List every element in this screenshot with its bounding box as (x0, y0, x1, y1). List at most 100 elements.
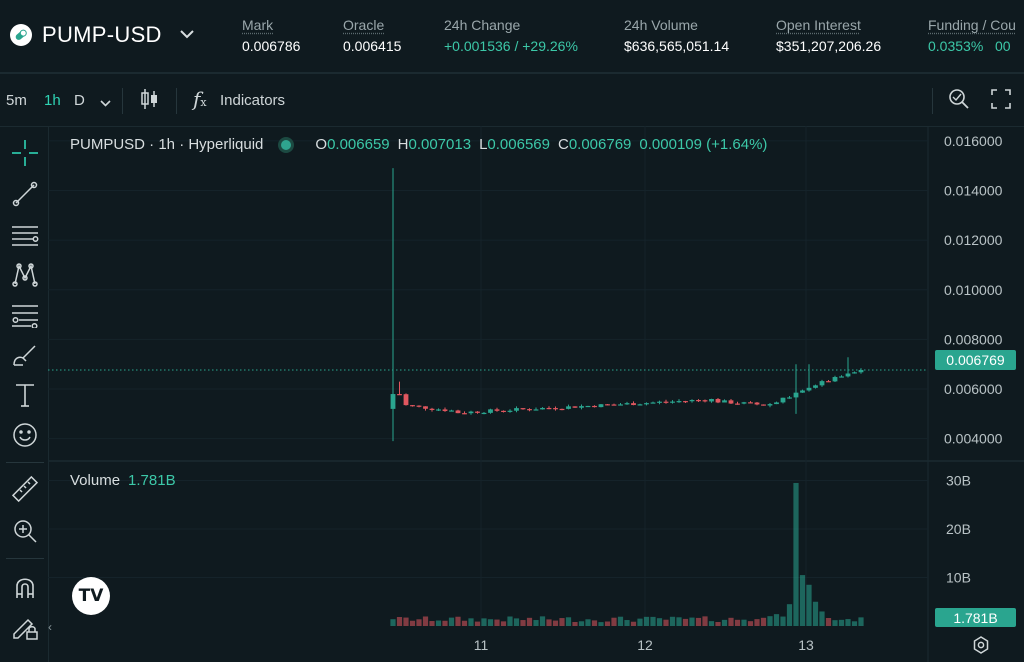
interval-d[interactable]: D (74, 92, 85, 109)
stat-label: 24h Change (444, 17, 521, 33)
volume-bar (741, 619, 747, 626)
candle-body (754, 402, 760, 405)
stat-value: 0.0353% 00 (928, 38, 1011, 54)
emoji-icon[interactable] (10, 420, 40, 450)
interval-1h[interactable]: 1h (44, 92, 61, 109)
stat-label: 24h Volume (624, 17, 698, 33)
candle-body (494, 409, 500, 411)
candle-body (676, 401, 682, 403)
zoom-in-icon[interactable] (10, 516, 40, 546)
stat-label: Open Interest (776, 17, 861, 33)
volume-tick-label: 30B (946, 473, 971, 489)
volume-bar (715, 621, 721, 626)
volume-bar (591, 620, 598, 626)
function-icon[interactable]: fx (193, 87, 207, 111)
tools-divider (6, 462, 44, 463)
candle-body (839, 376, 844, 378)
candle-body (475, 411, 480, 413)
candle-body (429, 408, 435, 410)
candle-body (741, 402, 747, 404)
volume-bar (604, 621, 611, 626)
volume-bar (682, 618, 689, 626)
volume-bar (429, 621, 435, 626)
text-tool-icon[interactable] (10, 380, 40, 410)
volume-bar (819, 611, 825, 626)
candle-body (683, 401, 688, 403)
volume-bar (390, 619, 396, 626)
candlestick-series (390, 168, 864, 442)
volume-bar (585, 619, 591, 626)
candle-body (689, 400, 695, 402)
chart-toolbar: 5m 1h D fx Indicators (0, 74, 1024, 127)
settings-gear-icon[interactable] (972, 636, 990, 659)
volume-bar (838, 619, 845, 626)
chevron-down-icon (180, 26, 194, 44)
fib-levels-icon[interactable] (10, 300, 40, 330)
volume-bar (409, 620, 416, 626)
crosshair-icon[interactable] (10, 138, 40, 168)
horizontal-lines-icon[interactable] (10, 220, 40, 250)
candle-body (728, 400, 734, 404)
volume-bar (656, 618, 663, 626)
candle-body (416, 405, 422, 407)
volume-bar (546, 619, 552, 626)
volume-bar (734, 619, 741, 626)
candle-body (423, 406, 428, 409)
fullscreen-icon[interactable] (991, 89, 1011, 113)
volume-bar (832, 620, 838, 626)
candle-body (397, 394, 402, 396)
candle-body (650, 402, 656, 404)
price-tick-label: 0.014000 (944, 183, 1003, 199)
chevron-down-icon[interactable] (100, 94, 111, 111)
tradingview-logo[interactable]: TV (72, 577, 110, 615)
lock-pencil-icon[interactable] (10, 612, 40, 642)
candle-body (403, 394, 409, 406)
pair-selector[interactable]: PUMP-USD (10, 22, 194, 48)
candle-body (715, 398, 721, 403)
status-dot-icon (281, 139, 292, 150)
stat-label: Funding / Cou (928, 17, 1016, 33)
pair-name: PUMP-USD (42, 22, 162, 47)
candle-body (501, 410, 506, 413)
candle-body (696, 400, 701, 402)
pattern-icon[interactable] (10, 260, 40, 290)
volume-bar (845, 619, 851, 626)
volume-bar (650, 616, 656, 626)
ruler-icon[interactable] (10, 474, 40, 504)
volume-bar (455, 616, 461, 626)
price-chart[interactable]: 0.016000 0.014000 0.012000 0.010000 0.008000… (48, 126, 1024, 662)
candle-body (780, 397, 786, 403)
collapse-chevron-icon[interactable]: ‹ (48, 620, 52, 634)
volume-bar (708, 621, 715, 626)
price-tick-label: 0.006000 (944, 381, 1003, 397)
volume-bar (728, 617, 734, 626)
candle-body (819, 381, 825, 386)
candle-body (748, 402, 753, 404)
stat-open-interest: Open Interest $351,207,206.26 (776, 17, 881, 54)
candle-body (761, 404, 766, 406)
ohlc-high-label: H (397, 136, 409, 153)
indicators-button[interactable]: Indicators (220, 92, 286, 109)
volume-bar (559, 618, 565, 626)
volume-bar (858, 617, 864, 626)
volume-bar (689, 617, 695, 626)
brush-icon[interactable] (10, 340, 40, 370)
interval-5m[interactable]: 5m (6, 92, 27, 109)
volume-bar (565, 617, 572, 626)
magnet-icon[interactable] (10, 572, 40, 602)
drawing-toolbar: ‹ (0, 126, 52, 662)
candle-body (709, 398, 714, 402)
stat-value: 0.006786 (242, 38, 301, 54)
volume-bar (806, 584, 812, 626)
candles-icon[interactable] (141, 88, 159, 114)
stat-value: $636,565,051.14 (624, 38, 730, 54)
price-axis: 0.016000 0.014000 0.012000 0.010000 0.008000… (474, 133, 1003, 653)
zoom-search-icon[interactable] (948, 88, 970, 114)
volume-bar (552, 620, 559, 626)
volume-bar (539, 616, 546, 626)
volume-bar (637, 618, 643, 626)
candle-body (481, 412, 487, 415)
candle-body (618, 404, 623, 406)
volume-bar (747, 621, 754, 626)
trend-line-icon[interactable] (10, 179, 40, 209)
